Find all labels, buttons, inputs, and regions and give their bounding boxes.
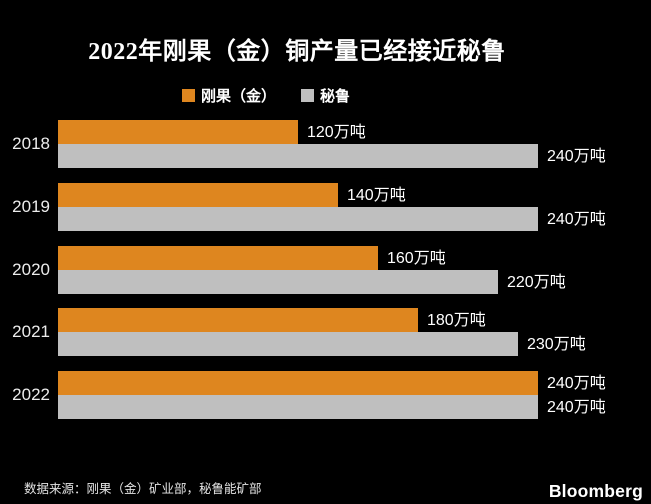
source-note: 数据来源：刚果（金）矿业部，秘鲁能矿部	[24, 482, 262, 496]
congo-bar	[58, 120, 298, 144]
congo-bar	[58, 371, 538, 395]
peru-value-label: 240万吨	[547, 148, 606, 165]
legend-label-congo: 刚果（金）	[201, 88, 277, 105]
congo-bar	[58, 246, 378, 270]
year-label: 2021	[12, 322, 50, 341]
peru-bar	[58, 332, 518, 356]
peru-value-label: 220万吨	[507, 274, 566, 291]
congo-value-label: 120万吨	[307, 124, 366, 141]
peru-value-label: 240万吨	[547, 211, 606, 228]
peru-bar	[58, 270, 498, 294]
legend-swatch-peru-icon	[301, 89, 315, 102]
year-label: 2020	[12, 260, 50, 279]
congo-value-label: 180万吨	[427, 312, 486, 329]
peru-bar	[58, 207, 538, 231]
year-label: 2019	[12, 197, 50, 216]
year-label: 2022	[12, 385, 50, 404]
congo-value-label: 140万吨	[347, 187, 406, 204]
peru-bar	[58, 144, 538, 168]
bloomberg-logo: Bloomberg	[548, 481, 643, 501]
congo-value-label: 160万吨	[387, 250, 446, 267]
legend-item-peru: 秘鲁	[301, 85, 350, 106]
chart-legend: 刚果（金） 秘鲁	[182, 85, 350, 106]
congo-bar	[58, 308, 418, 332]
peru-bar	[58, 395, 538, 419]
legend-item-congo: 刚果（金）	[182, 85, 276, 106]
peru-value-label: 240万吨	[547, 399, 606, 416]
legend-swatch-congo-icon	[182, 89, 195, 102]
chart-title: 2022年刚果（金）铜产量已经接近秘鲁	[88, 39, 506, 65]
year-label: 2018	[12, 134, 50, 153]
legend-label-peru: 秘鲁	[320, 88, 351, 105]
congo-value-label: 240万吨	[547, 375, 606, 392]
peru-value-label: 230万吨	[527, 336, 586, 353]
congo-bar	[58, 183, 338, 207]
